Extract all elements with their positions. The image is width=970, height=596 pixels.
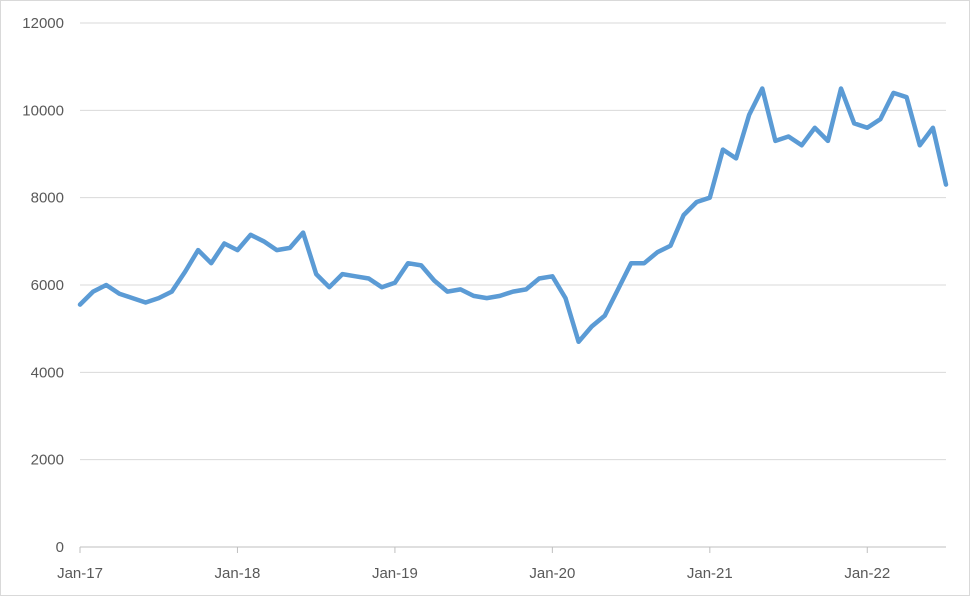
- gridlines: [80, 22, 946, 461]
- y-tick-label: 4000: [31, 364, 64, 381]
- x-tick-label: Jan-21: [687, 565, 733, 582]
- y-tick-label: 2000: [31, 452, 64, 469]
- y-tick-label: 6000: [31, 277, 64, 294]
- x-tick-label: Jan-20: [529, 565, 575, 582]
- y-tick-label: 8000: [31, 190, 64, 207]
- x-tick-label: Jan-18: [215, 565, 261, 582]
- series-layer: [77, 86, 949, 345]
- y-tick-label: 10000: [22, 102, 64, 119]
- y-tick-label: 0: [56, 539, 64, 556]
- x-tick-label: Jan-17: [57, 565, 103, 582]
- y-axis-labels: 0 2000 4000 6000 8000 10000 12000: [22, 15, 64, 556]
- x-axis: [79, 546, 946, 553]
- series-line: [77, 86, 949, 345]
- x-tick-label: Jan-22: [844, 565, 890, 582]
- x-tick-label: Jan-19: [372, 565, 418, 582]
- x-axis-labels: Jan-17 Jan-18 Jan-19 Jan-20 Jan-21 Jan-22: [57, 565, 890, 582]
- y-tick-label: 12000: [22, 15, 64, 32]
